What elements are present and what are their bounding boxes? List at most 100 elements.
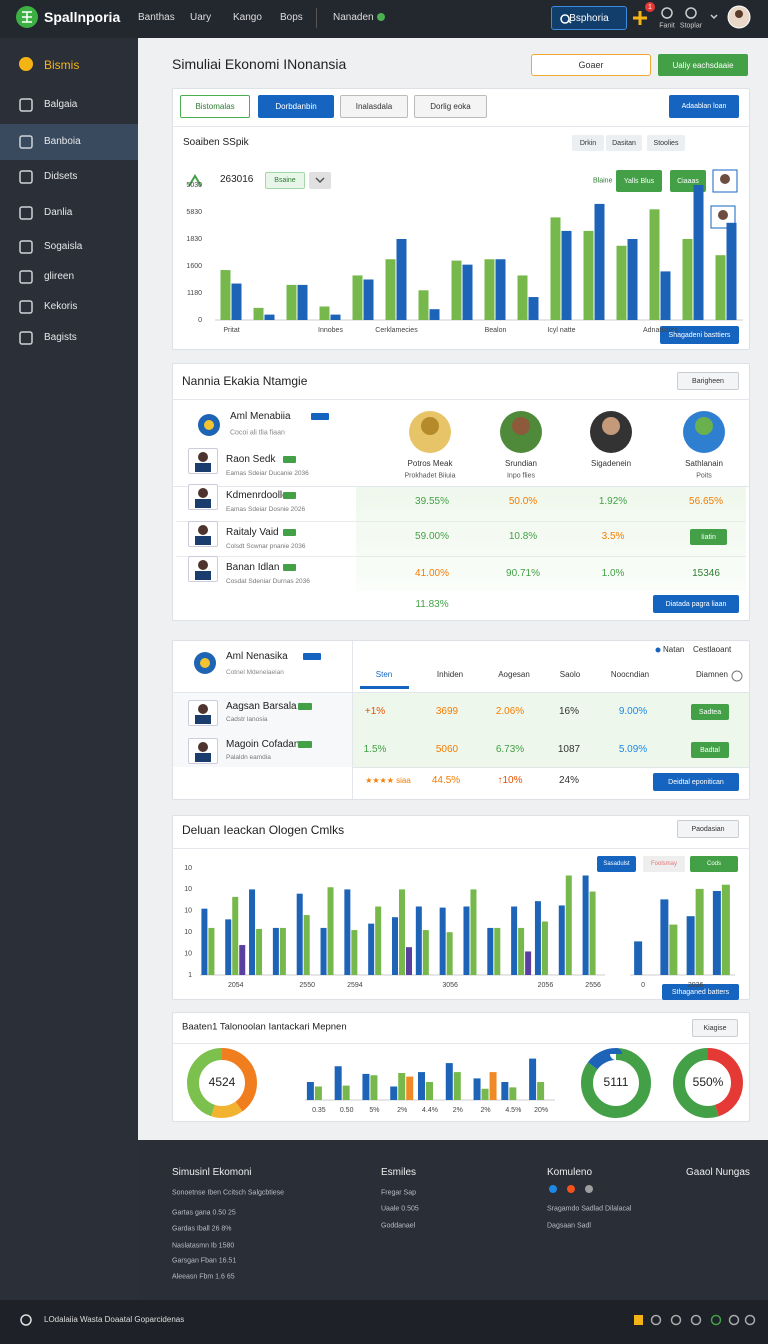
footer-title: Esmiles (381, 1167, 417, 1178)
sidebar-item: Didsets (44, 171, 78, 182)
divider (172, 1043, 750, 1044)
tag (311, 413, 329, 420)
card (172, 815, 750, 1000)
button[interactable]: Ualiy eachsdaaie (658, 54, 748, 76)
column-name: Aogesan (498, 670, 530, 679)
footer-title: Gaaol Nungas (686, 1167, 750, 1178)
search-button[interactable]: Bsphoria (551, 6, 627, 30)
badge: 1 (645, 2, 655, 12)
stat-value: 263016 (220, 174, 254, 185)
tag (298, 741, 312, 748)
tab[interactable]: Dorbdanbin (258, 95, 334, 118)
legend-item: Cestlaoant (693, 645, 732, 654)
column-sub: Prokhadet Biiuia (404, 472, 456, 480)
sidebar-item: Danlia (44, 207, 73, 218)
tab[interactable]: Dorlig eoka (414, 95, 487, 118)
row-highlight (353, 693, 749, 767)
divider (172, 692, 750, 693)
row-sub: Eamas Sdeiar Dosnie 2026 (226, 505, 306, 513)
select[interactable]: Goaer (531, 54, 651, 76)
cell: 2.06% (495, 706, 525, 717)
row-sub: Eamas Sdeiar Ducanie 2036 (226, 469, 309, 477)
button[interactable]: Shagadeni basttiers (660, 326, 739, 344)
footer-line: Sonoetnse Iben Ccitsch Salgcbtiese (172, 1189, 285, 1197)
cell: +1% (364, 706, 386, 717)
chip[interactable]: Sasadulst (597, 856, 636, 872)
tab[interactable]: Bistomalas (180, 95, 250, 118)
cell: 15346 (692, 568, 720, 579)
divider (172, 126, 750, 127)
summary: ↑10% (497, 775, 523, 786)
button[interactable]: Adaablan loan (669, 95, 739, 118)
button[interactable]: Sadtea (691, 704, 729, 720)
summary: ★★★★ siaa (365, 776, 411, 785)
chip[interactable]: Cods (690, 856, 738, 872)
cell: 41.00% (415, 568, 449, 579)
button[interactable]: Diatada pagra liaan (653, 595, 739, 613)
column-name: Noocndian (610, 670, 650, 679)
column-name: Sten (375, 670, 393, 679)
cell: 56.65% (689, 496, 723, 507)
avatar (188, 738, 218, 764)
column-name: Sathlanain (685, 459, 723, 468)
column-sub: Poits (696, 472, 712, 480)
legend-item: Natan (663, 645, 685, 654)
chip: Bsaine (265, 172, 305, 189)
org-name: Aml Menabiia (230, 411, 291, 422)
org-name: Aml Nenasika (226, 651, 288, 662)
cell: 59.00% (415, 531, 449, 542)
cell: 39.55% (415, 496, 449, 507)
column-name: Sigadenein (590, 459, 632, 468)
select[interactable]: Barigheen (677, 372, 739, 390)
chip: Blaine (593, 177, 613, 185)
filter[interactable]: Stoolies (647, 135, 685, 151)
button[interactable]: Sthaganed batters (662, 984, 739, 1000)
button[interactable]: Iiatin (690, 529, 727, 545)
footer-line: Gartas gana 0.50 25 (172, 1209, 236, 1217)
avatar (188, 700, 218, 726)
column-name: Saolo (559, 670, 581, 679)
avatar (188, 484, 218, 510)
cell: 5.09% (618, 744, 648, 755)
cell: 90.71% (506, 568, 540, 579)
chip[interactable]: Foolsmay (643, 856, 685, 872)
cell: 3699 (435, 706, 459, 717)
nav-item: Kango (233, 12, 262, 23)
row-name: Magoin Cofadan (226, 739, 300, 750)
footer-line: Fregar Sap (381, 1189, 417, 1197)
divider (352, 641, 353, 799)
button[interactable]: Deidtal eponitican (653, 773, 739, 791)
filter[interactable]: Dasitan (606, 135, 642, 151)
tab-indicator (360, 686, 409, 689)
row-sub: Colsdt Scwnar pnanie 2036 (226, 542, 306, 550)
filter[interactable]: Drkin (572, 135, 604, 151)
row-highlight (356, 487, 746, 591)
sidebar-brand: Bismis (44, 58, 80, 72)
button[interactable]: Badtal (691, 742, 729, 758)
divider (176, 556, 746, 557)
row-name: Banan Idlan (226, 562, 280, 573)
sidebar (0, 38, 138, 1300)
row-name: Raon Sedk (226, 454, 276, 465)
dropdown[interactable] (309, 172, 331, 189)
column-name: Srundian (504, 459, 538, 468)
cell: 5060 (435, 744, 459, 755)
summary: 44.5% (431, 775, 461, 786)
divider (172, 848, 750, 849)
cell: 6.73% (495, 744, 525, 755)
bottom-text: LOdalaiia Wasta Doaatal Goparcidenas (44, 1315, 185, 1324)
org-sub: Cocoi ali tlia fiaan (230, 429, 285, 437)
footer-line: Naslatasmn Ib 1580 (172, 1242, 235, 1250)
column-name: Potros Meak (407, 459, 453, 468)
cell: 1087 (557, 744, 581, 755)
total: 11.83% (415, 599, 449, 610)
nav-item: Bops (280, 12, 303, 23)
cell: 50.0% (508, 496, 538, 507)
card (172, 1012, 750, 1122)
cell: 1.92% (598, 496, 628, 507)
cell: 16% (558, 706, 580, 717)
select[interactable]: Paodasian (677, 820, 739, 838)
tab[interactable]: Inalasdala (340, 95, 408, 118)
tag (283, 564, 296, 571)
select[interactable]: Kiagise (692, 1019, 738, 1037)
